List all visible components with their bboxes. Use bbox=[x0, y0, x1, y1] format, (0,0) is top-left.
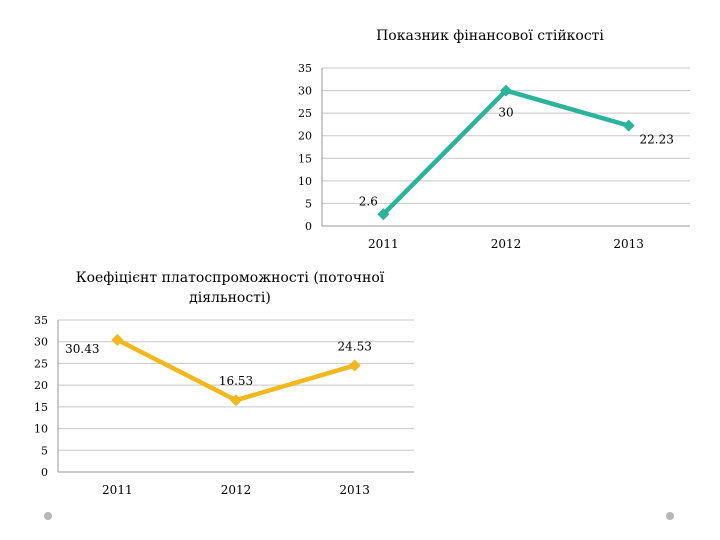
chart2-series-line bbox=[115, 337, 357, 403]
chart1-y-tick-label: 10 bbox=[298, 175, 312, 188]
chart2-data-label: 24.53 bbox=[337, 339, 371, 353]
chart1-data-label: 30 bbox=[498, 106, 513, 120]
chart1-x-tick-label: 2013 bbox=[613, 237, 644, 251]
chart2-x-tick-label: 2013 bbox=[339, 483, 370, 497]
chart1-point bbox=[622, 119, 635, 132]
chart2-data-label: 16.53 bbox=[219, 374, 253, 388]
chart2-y-tick-label: 35 bbox=[34, 314, 48, 327]
chart2-y-tick-label: 10 bbox=[34, 423, 48, 436]
chart1-y-tick-label: 35 bbox=[298, 62, 312, 75]
chart2-point bbox=[111, 333, 124, 346]
bullet-right bbox=[666, 512, 674, 520]
chart2-y-tick-label: 25 bbox=[34, 357, 48, 370]
chart1-point bbox=[500, 84, 512, 97]
chart1-data-label: 22.23 bbox=[639, 133, 673, 147]
chart2-y-tick-label: 5 bbox=[41, 444, 48, 457]
chart1-y-tick-label: 15 bbox=[298, 152, 312, 165]
chart1-y-tick-label: 20 bbox=[298, 130, 312, 143]
bullet-left bbox=[44, 512, 52, 520]
chart1-x-tick-label: 2012 bbox=[491, 237, 522, 251]
chart1-x-tick-label: 2011 bbox=[368, 237, 399, 251]
chart2-point bbox=[348, 359, 361, 372]
chart1-y-tick-label: 30 bbox=[298, 85, 312, 98]
chart2-x-tick-label: 2012 bbox=[221, 483, 252, 497]
chart1-y-tick-label: 5 bbox=[305, 197, 312, 210]
chart1-y-tick-label: 25 bbox=[298, 107, 312, 120]
chart2-x-tick-label: 2011 bbox=[102, 483, 133, 497]
chart2-y-tick-label: 20 bbox=[34, 379, 48, 392]
chart1-data-label: 2.6 bbox=[359, 194, 378, 208]
chart1-y-tick-label: 0 bbox=[305, 220, 312, 233]
chart2-y-tick-label: 15 bbox=[34, 401, 48, 414]
chart2-y-tick-label: 0 bbox=[41, 466, 48, 479]
chart2-point bbox=[230, 394, 242, 407]
chart2-data-label: 30.43 bbox=[65, 342, 99, 356]
chart2-y-tick-label: 30 bbox=[34, 336, 48, 349]
chart1-point bbox=[377, 208, 390, 221]
chart2-title: Коефіцієнт платоспроможності (поточної д… bbox=[75, 270, 385, 306]
chart1-title: Показник фінансової стійкості bbox=[376, 28, 604, 44]
